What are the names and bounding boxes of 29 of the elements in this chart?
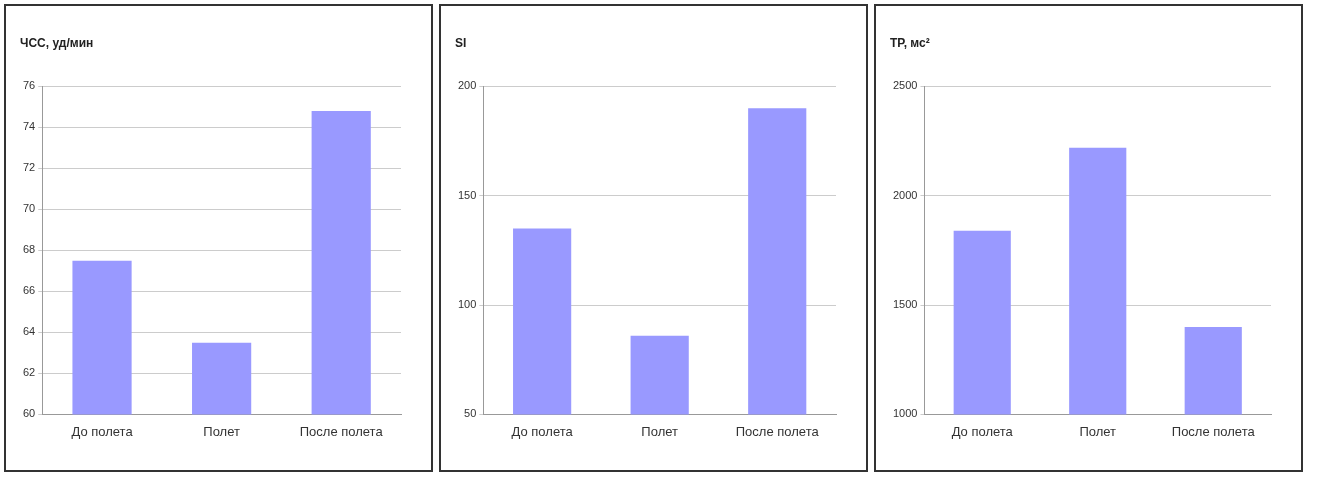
y-tick-label: 60 (22, 407, 36, 420)
y-tick-label: 74 (22, 120, 36, 133)
y-axis-title: ТР, мс² (890, 35, 930, 50)
y-tick-label: 2500 (892, 79, 918, 92)
x-tick-label: После полета (1171, 423, 1256, 439)
y-tick-label: 2000 (892, 188, 918, 201)
y-tick-label: 70 (22, 202, 36, 215)
y-axis-title: ЧСС, уд/мин (20, 35, 94, 50)
y-tick-label: 50 (464, 407, 477, 420)
y-tick-label: 72 (22, 161, 36, 174)
x-tick-label: Полет (203, 423, 240, 439)
x-tick-label: До полета (951, 423, 1014, 439)
x-tick-label: После полета (299, 423, 384, 439)
y-tick-label: 76 (22, 79, 36, 92)
y-tick-label: 66 (22, 284, 36, 297)
y-tick-label: 200 (457, 79, 477, 92)
y-tick-label: 68 (22, 243, 36, 256)
x-tick-label: Полет (641, 423, 679, 439)
y-tick-label: 100 (457, 298, 477, 311)
y-tick-label: 1000 (892, 407, 918, 420)
y-axis-title: SI (455, 35, 467, 50)
x-tick-label: До полета (511, 423, 574, 439)
x-tick-label: После полета (735, 423, 820, 439)
y-tick-label: 64 (22, 325, 36, 338)
y-tick-label: 62 (22, 366, 36, 379)
x-tick-label: Полет (1079, 423, 1117, 439)
y-tick-label: 1500 (892, 298, 918, 311)
y-tick-label: 150 (457, 188, 477, 201)
x-tick-label: До полета (71, 423, 134, 439)
